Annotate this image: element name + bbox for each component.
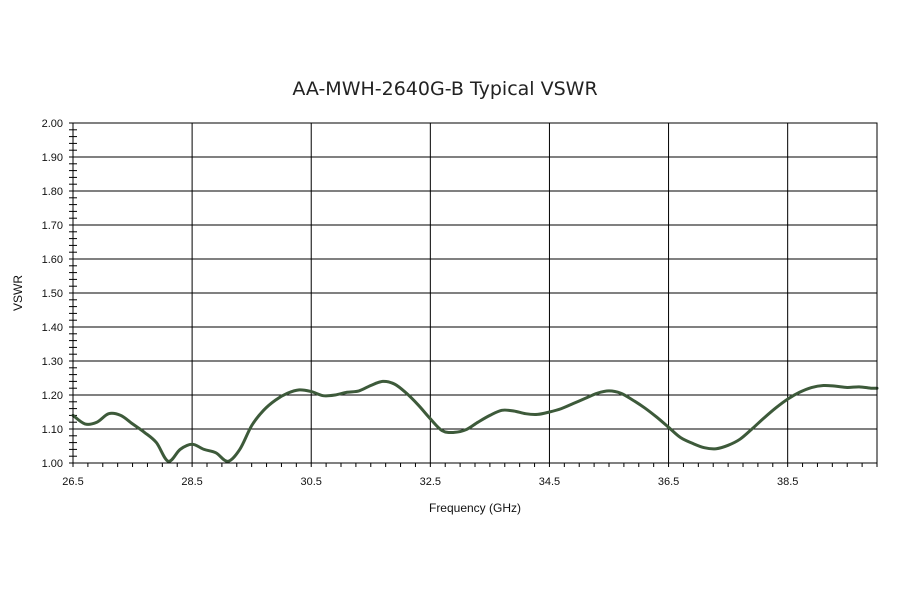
y-tick-label: 1.70 xyxy=(42,220,63,232)
y-tick-label: 1.30 xyxy=(42,356,63,368)
y-tick-label: 1.80 xyxy=(42,186,63,198)
grid xyxy=(72,122,877,464)
x-tick-label: 36.5 xyxy=(658,476,679,488)
y-tick-label: 1.90 xyxy=(42,152,63,164)
x-tick-label: 34.5 xyxy=(539,476,560,488)
x-tick-label: 38.5 xyxy=(777,476,798,488)
plot-frame xyxy=(72,122,878,464)
x-tick-label: 28.5 xyxy=(181,476,202,488)
y-tick-label: 1.00 xyxy=(42,458,63,470)
y-tick-labels: 1.00 1.10 1.20 1.30 1.40 1.50 1.60 1.70 1.80 1.90… xyxy=(42,118,63,470)
x-axis-label: Frequency (GHz) xyxy=(429,501,521,515)
chart-title: AA-MWH-2640G-B Typical VSWR xyxy=(292,78,597,100)
x-tick-label: 30.5 xyxy=(301,476,322,488)
y-tick-label: 1.10 xyxy=(42,424,63,436)
vswr-series-line xyxy=(71,379,879,463)
y-axis-minor-ticks xyxy=(69,122,878,467)
series-layer xyxy=(71,379,879,463)
y-tick-label: 1.60 xyxy=(42,254,63,266)
y-axis-label: VSWR xyxy=(11,275,25,311)
y-tick-label: 1.50 xyxy=(42,288,63,300)
x-tick-label: 32.5 xyxy=(420,476,441,488)
y-tick-label: 1.40 xyxy=(42,322,63,334)
y-tick-label: 1.20 xyxy=(42,390,63,402)
x-tick-label: 26.5 xyxy=(62,476,83,488)
y-tick-label: 2.00 xyxy=(42,118,63,130)
x-tick-labels: 26.5 28.5 30.5 32.5 34.5 36.5 38.5 xyxy=(62,476,798,488)
